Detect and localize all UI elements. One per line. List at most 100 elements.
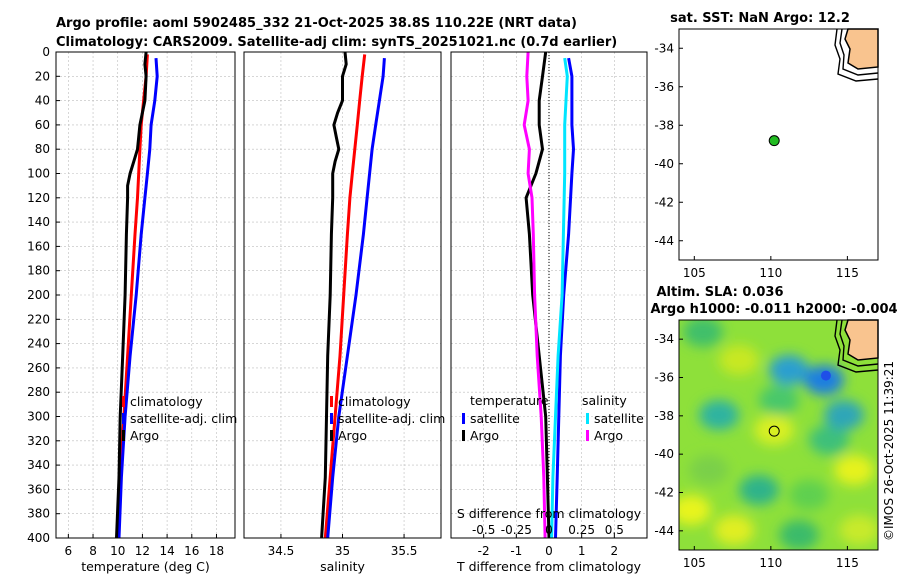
y-tick-label: 240: [27, 337, 50, 351]
sla-map-title-line1: Altim. SLA: 0.036: [657, 285, 784, 300]
y-tick-label: 320: [27, 434, 50, 448]
series-line: [524, 51, 551, 539]
top-x-tick-label: 0.5: [605, 523, 624, 537]
sla-blob: [719, 345, 759, 375]
top-x-tick-label: 0: [545, 523, 553, 537]
legend-label: satellite: [594, 411, 644, 426]
land-shape: [844, 28, 879, 70]
map-frame: [678, 28, 879, 261]
legend-label: satellite-adj. clim: [130, 411, 237, 426]
series-line: [320, 51, 348, 539]
x-tick-label: 2: [611, 544, 619, 558]
sla-blob: [834, 455, 874, 485]
legend-swatch: [330, 413, 333, 424]
difference-panel: -2 -1 0 1 2T difference from climatology S di…: [450, 51, 648, 574]
sla-blob: [824, 400, 864, 430]
y-tick-label: -42: [654, 195, 674, 209]
y-tick-label: -42: [654, 486, 674, 500]
series-line: [554, 57, 575, 539]
sla-blob: [754, 415, 794, 445]
sla-blob: [679, 495, 711, 525]
bathymetry-contour: [834, 28, 879, 82]
y-tick-label: -36: [654, 80, 674, 94]
y-tick-label: 160: [27, 239, 50, 253]
bathymetry-contour: [839, 319, 879, 367]
legend-label: satellite: [470, 411, 520, 426]
x-tick-label: -1: [510, 544, 522, 558]
y-tick-label: 400: [27, 531, 50, 545]
sla-minimum: [820, 370, 831, 381]
imos-watermark: ©IMOS 26-Oct-2025 11:39:21: [882, 361, 896, 541]
series-line: [323, 54, 367, 539]
x-tick-label: 35.5: [391, 544, 418, 558]
y-tick-label: 100: [27, 167, 50, 181]
y-tick-label: -44: [654, 524, 674, 538]
x-tick-label: 10: [110, 544, 125, 558]
top-x-tick-label: -0.25: [501, 523, 532, 537]
x-tick-label: 34.5: [268, 544, 295, 558]
top-x-tick-label: -0.5: [472, 523, 495, 537]
sla-anomalies: [679, 320, 878, 550]
series-line: [115, 51, 148, 539]
legend-swatch: [586, 430, 589, 441]
bathymetry-contour: [834, 319, 879, 373]
x-tick-label: 8: [89, 544, 97, 558]
x-tick-label: 18: [209, 544, 224, 558]
sla-blob: [759, 385, 799, 415]
x-tick-label: 110: [759, 556, 782, 570]
x-tick-label: 1: [578, 544, 586, 558]
y-tick-label: -38: [654, 118, 674, 132]
map-frame: [678, 319, 879, 551]
sla-field: [679, 320, 878, 550]
legend-label: satellite-adj. clim: [338, 411, 445, 426]
x-tick-label: -2: [478, 544, 490, 558]
y-tick-label: -40: [654, 447, 674, 461]
sla-blob: [809, 425, 849, 455]
legend-swatch: [122, 396, 125, 407]
sla-blob: [779, 520, 819, 550]
legend-title-temperature: temperature: [470, 393, 549, 408]
x-tick-label: 105: [683, 556, 706, 570]
argo-location-marker: [768, 135, 780, 147]
y-tick-label: -34: [654, 41, 674, 55]
legend-label: Argo: [470, 428, 499, 443]
y-tick-label: 220: [27, 312, 50, 326]
y-tick-label: -38: [654, 409, 674, 423]
series-line: [117, 58, 159, 539]
sla-blob: [689, 455, 729, 485]
sla-blob: [769, 355, 809, 385]
series-line: [326, 57, 386, 539]
y-tick-label: 60: [35, 118, 50, 132]
x-axis-label: temperature (deg C): [81, 559, 210, 574]
series-line: [522, 51, 547, 539]
legend-label: Argo: [338, 428, 367, 443]
top-x-tick-label: 0.25: [568, 523, 595, 537]
series-line: [550, 57, 569, 539]
sla-blob: [714, 515, 754, 545]
legend-swatch: [586, 413, 589, 424]
top-x-axis-label: S difference from climatology: [457, 506, 642, 521]
x-tick-label: 14: [159, 544, 174, 558]
y-tick-label: -40: [654, 157, 674, 171]
sla-blob: [699, 400, 739, 430]
y-tick-label: 360: [27, 482, 50, 496]
y-tick-label: 260: [27, 361, 50, 375]
bathymetry-contour: [839, 28, 879, 76]
x-axis-label: salinity: [320, 559, 365, 574]
legend-swatch: [330, 396, 333, 407]
x-axis-label: T difference from climatology: [456, 559, 642, 574]
sst-map-title: sat. SST: NaN Argo: 12.2: [670, 11, 850, 26]
y-tick-label: -36: [654, 371, 674, 385]
salinity-panel: 34.5 35 35.5 salinity climatology satellite-a…: [243, 51, 445, 574]
x-tick-label: 35: [335, 544, 350, 558]
y-tick-label: 80: [35, 142, 50, 156]
y-tick-label: 340: [27, 458, 50, 472]
y-tick-label: 20: [35, 69, 50, 83]
y-tick-label: -44: [654, 234, 674, 248]
y-tick-label: 120: [27, 191, 50, 205]
legend-title-salinity: salinity: [582, 393, 627, 408]
sla-blob: [683, 320, 723, 347]
x-tick-label: 6: [65, 544, 73, 558]
